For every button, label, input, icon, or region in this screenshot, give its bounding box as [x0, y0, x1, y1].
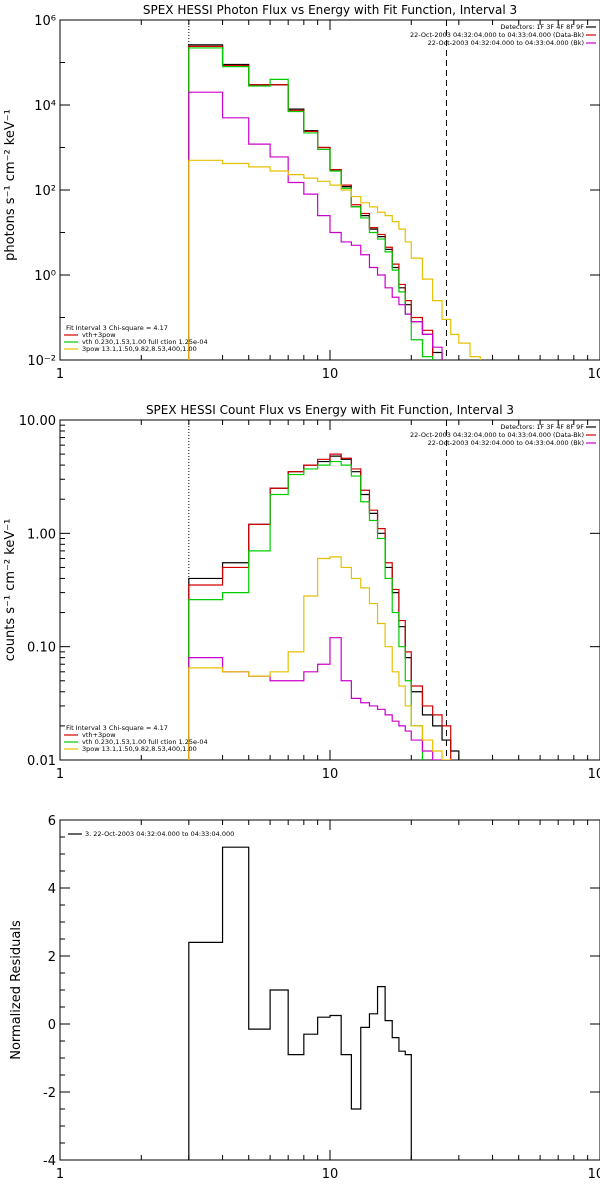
count-series-1 — [188, 453, 452, 760]
count-series-3 — [188, 637, 443, 760]
count-fit-info: Fit Interval 3 Chi-square = 4.17 — [66, 724, 168, 732]
photon-y-tick-label: 10² — [34, 184, 56, 199]
photon-flux-panel: SPEX HESSI Photon Flux vs Energy with Fi… — [3, 3, 600, 382]
count-series-4 — [188, 556, 452, 760]
photon-fit-info: vth+3pow — [82, 331, 116, 339]
residual-y-tick-label: 0 — [48, 1018, 56, 1033]
residual-legend-label: 3. 22-Oct-2003 04:32:04.000 to 04:33:04.… — [85, 830, 234, 838]
residual-y-tick-label: 2 — [48, 950, 56, 965]
photon-series-4 — [188, 159, 481, 360]
count-header-line: 22-Oct-2003 04:32:04.000 to 04:33:04.000… — [428, 439, 584, 447]
photon-series-2 — [188, 47, 434, 360]
residual-x-tick-label: 10 — [322, 1167, 339, 1182]
residuals-plot-area — [59, 819, 600, 1161]
count-header-line: Detectors: 1F 3F 4F 8F 9F — [500, 423, 584, 431]
photon-series-3 — [188, 91, 443, 360]
count-x-tick-label: 100 — [588, 767, 600, 782]
photon-series-0 — [188, 44, 443, 360]
photon-flux-plot-area — [59, 19, 600, 361]
photon-header-line: 22-Oct-2003 04:32:04.000 to 04:33:04.000… — [428, 39, 584, 47]
count-y-tick-label: 0.10 — [27, 641, 56, 656]
count-header-line: 22-Oct-2003 04:32:04.000 to 04:33:04.000… — [410, 431, 584, 439]
count-fit-info: vth+3pow — [82, 731, 116, 739]
residual-y-tick-label: 4 — [48, 882, 56, 897]
residual-y-tick-label: 6 — [48, 814, 56, 829]
count-flux-y-label: counts s⁻¹ cm⁻² keV⁻¹ — [3, 519, 18, 662]
count-y-tick-label: 10.00 — [19, 414, 56, 429]
residual-series-0 — [188, 846, 412, 1160]
residual-y-tick-label: -4 — [43, 1154, 56, 1169]
count-fit-info: vth 0.230,1.53,1.00 full ction 1.25e-04 — [82, 738, 208, 746]
photon-header-line: Detectors: 1F 3F 4F 8F 9F — [500, 23, 584, 31]
count-x-tick-label: 10 — [322, 767, 339, 782]
count-flux-title: SPEX HESSI Count Flux vs Energy with Fit… — [146, 403, 514, 417]
photon-y-tick-label: 10⁻² — [27, 354, 56, 369]
count-series-0 — [188, 455, 460, 760]
photon-y-tick-label: 10⁴ — [34, 99, 56, 114]
residual-x-tick-label: 100 — [588, 1167, 600, 1182]
photon-x-tick-label: 1 — [56, 367, 64, 382]
residual-y-tick-label: -2 — [43, 1086, 56, 1101]
photon-x-tick-label: 100 — [588, 367, 600, 382]
photon-fit-info: Fit Interval 3 Chi-square = 4.17 — [66, 324, 168, 332]
photon-x-tick-label: 10 — [322, 367, 339, 382]
count-flux-panel: SPEX HESSI Count Flux vs Energy with Fit… — [3, 403, 600, 782]
photon-y-tick-label: 10⁶ — [34, 14, 56, 29]
residuals-y-label: Normalized Residuals — [9, 920, 24, 1060]
photon-flux-y-label: photons s⁻¹ cm⁻² keV⁻¹ — [3, 109, 18, 261]
photon-flux-title: SPEX HESSI Photon Flux vs Energy with Fi… — [143, 3, 517, 17]
photon-header-line: 22-Oct-2003 04:32:04.000 to 04:33:04.000… — [410, 31, 584, 39]
count-x-tick-label: 1 — [56, 767, 64, 782]
count-y-tick-label: 0.01 — [27, 754, 56, 769]
residual-x-tick-label: 1 — [56, 1167, 64, 1182]
residuals-panel: Normalized Residuals 1 10 100 -4 -2 0 2 4 6 3. 22… — [9, 814, 600, 1182]
photon-fit-info: 3pow 13.1,1.50,9.82,8.53,400,1.00 — [82, 345, 197, 353]
count-y-tick-label: 1.00 — [27, 527, 56, 542]
photon-fit-info: vth 0.230,1.53,1.00 full ction 1.25e-04 — [82, 338, 208, 346]
photon-y-tick-label: 10⁰ — [34, 269, 56, 284]
count-flux-plot-area — [59, 419, 600, 761]
count-fit-info: 3pow 13.1,1.50,9.82,8.53,400,1.00 — [82, 745, 197, 753]
count-series-2 — [188, 460, 424, 760]
photon-series-1 — [188, 45, 434, 360]
